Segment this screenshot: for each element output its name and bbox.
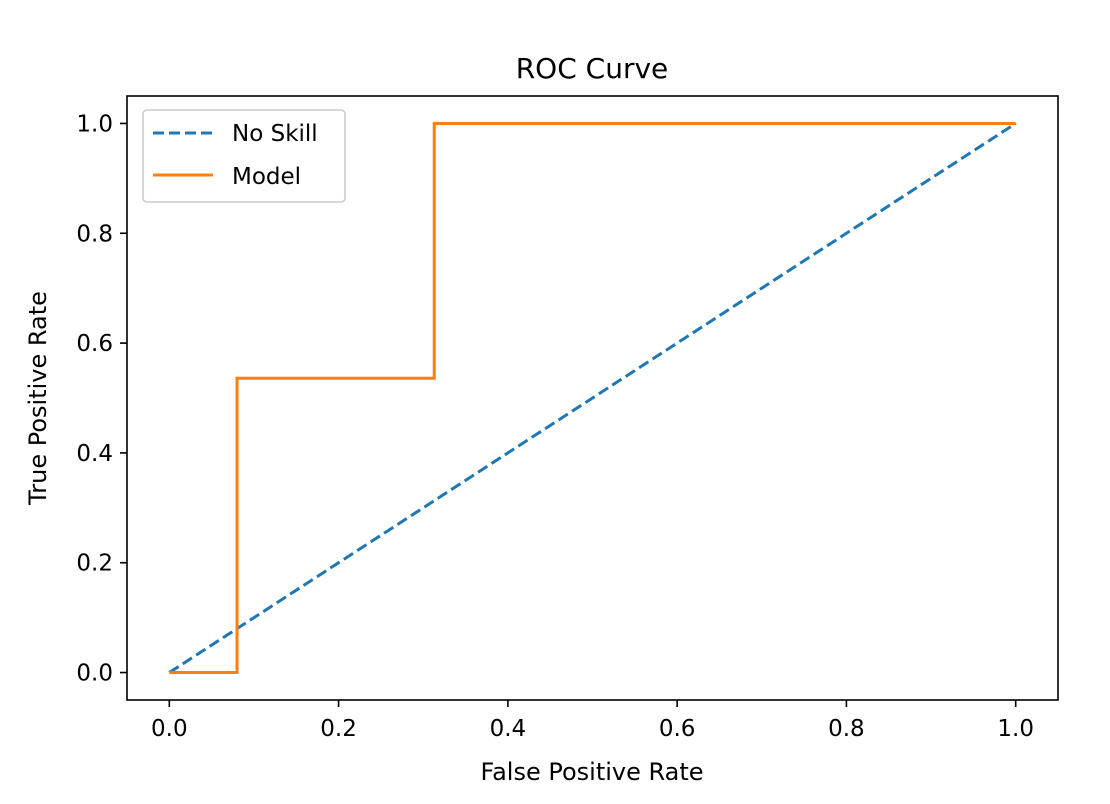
y-tick-label: 0.0: [76, 661, 113, 687]
x-tick-label: 0.8: [828, 716, 865, 742]
plot-area: [168, 121, 1017, 675]
y-tick-label: 0.6: [76, 331, 113, 357]
series-line-model: [169, 121, 1016, 675]
y-tick-label: 0.4: [76, 441, 113, 467]
x-tick-label: 1.0: [997, 716, 1034, 742]
x-tick-label: 0.6: [659, 716, 696, 742]
legend: No Skill Model: [142, 109, 346, 203]
y-tick-label: 0.8: [76, 221, 113, 247]
plot-frame: [126, 95, 1059, 701]
x-tick-label: 0.0: [151, 716, 188, 742]
chart-title: ROC Curve: [516, 52, 669, 85]
x-tick-label: 0.4: [490, 716, 527, 742]
y-axis-label: True Positive Rate: [24, 291, 52, 506]
legend-label-no-skill: No Skill: [232, 121, 318, 147]
series-layer: [168, 121, 1017, 675]
x-axis-label: False Positive Rate: [480, 758, 703, 786]
y-axis: 0.0 0.2 0.4 0.6 0.8 1.0: [76, 111, 127, 687]
y-tick-label: 0.2: [76, 551, 113, 577]
y-tick-label: 1.0: [76, 111, 113, 137]
x-axis: 0.0 0.2 0.4 0.6 0.8 1.0: [151, 700, 1034, 742]
legend-label-model: Model: [232, 164, 301, 190]
series-line-no-skill: [168, 122, 1017, 674]
x-tick-label: 0.2: [320, 716, 357, 742]
